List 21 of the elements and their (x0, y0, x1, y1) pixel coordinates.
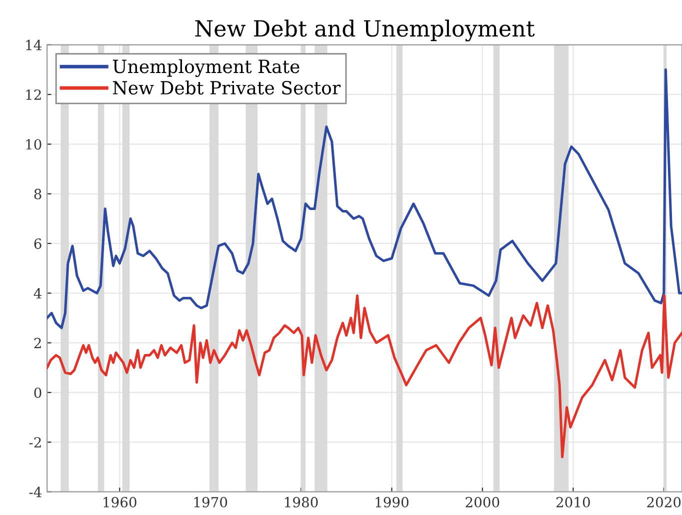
y-tick-label: 4 (34, 288, 42, 298)
line-series (47, 294, 682, 458)
y-tick-label: 10 (26, 139, 42, 150)
y-tick-label: 12 (26, 89, 41, 100)
y-tick-label: -2 (29, 437, 41, 448)
x-tick-label: 1960 (104, 496, 136, 508)
x-tick-label: 1990 (376, 496, 408, 508)
x-tick-label: 2020 (647, 496, 681, 508)
legend-label: Unemployment Rate (112, 59, 300, 77)
x-tick-label: 2010 (556, 496, 590, 508)
y-tick-label: -4 (29, 486, 42, 498)
y-tick-label: 2 (34, 338, 41, 348)
x-tick-label: 1980 (285, 496, 318, 508)
y-tick-label: 8 (34, 188, 42, 200)
x-tick-label: 2000 (466, 496, 500, 508)
x-tick-label: 1970 (194, 496, 228, 508)
legend-label: New Debt Private Sector (112, 80, 341, 95)
y-tick-label: 14 (26, 40, 42, 50)
y-tick-label: 0 (34, 387, 42, 398)
chart-title: New Debt and Unemployment (195, 20, 535, 42)
y-tick-label: 6 (34, 238, 42, 249)
